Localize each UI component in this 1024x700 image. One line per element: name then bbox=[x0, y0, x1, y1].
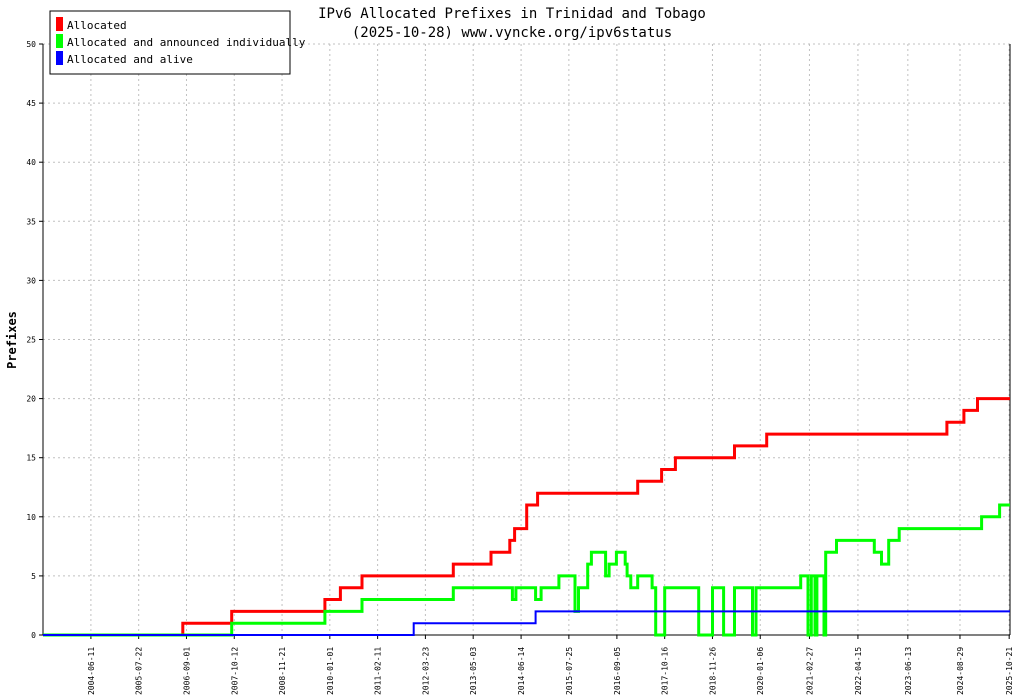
x-tick-label: 2014-06-14 bbox=[517, 647, 526, 695]
x-tick-label: 2007-10-12 bbox=[230, 647, 239, 695]
y-tick-label: 50 bbox=[26, 40, 36, 49]
x-tick-label: 2017-10-16 bbox=[661, 647, 670, 695]
legend-box bbox=[49, 10, 291, 75]
y-tick-label: 5 bbox=[31, 572, 36, 581]
series-line-alive bbox=[43, 610, 1010, 636]
legend: Allocated Allocated and announced indivi… bbox=[49, 10, 306, 75]
x-tick-label: 2018-11-26 bbox=[708, 647, 717, 695]
legend-swatch-announced bbox=[56, 34, 63, 48]
y-tick-label: 15 bbox=[26, 454, 36, 463]
x-tick-label: 2005-07-22 bbox=[135, 647, 144, 695]
legend-swatch-alive bbox=[56, 51, 63, 65]
legend-label-announced: Allocated and announced individually bbox=[67, 36, 306, 49]
chart-subtitle: (2025-10-28) www.vyncke.org/ipv6status bbox=[352, 25, 672, 41]
y-tick-label: 10 bbox=[26, 513, 36, 522]
y-tick-label: 30 bbox=[26, 276, 36, 285]
grid bbox=[43, 43, 1010, 635]
x-tick-label: 2011-02-11 bbox=[374, 647, 383, 695]
legend-label-alive: Allocated and alive bbox=[67, 53, 193, 66]
x-tick-label: 2020-01-06 bbox=[756, 647, 765, 695]
y-axis-label: Prefixes bbox=[5, 311, 19, 369]
x-ticks: 2004-06-11 2005-07-22 2006-09-01 2007-10-12… bbox=[87, 635, 1014, 695]
x-tick-label: 2016-09-05 bbox=[613, 647, 622, 695]
x-tick-label: 2021-02-27 bbox=[805, 647, 814, 695]
x-tick-label: 2022-04-15 bbox=[854, 647, 863, 695]
y-tick-label: 40 bbox=[26, 158, 36, 167]
series-line-allocated bbox=[43, 397, 1010, 637]
legend-label-allocated: Allocated bbox=[67, 19, 127, 32]
y-tick-label: 20 bbox=[26, 395, 36, 404]
x-tick-label: 2006-09-01 bbox=[182, 647, 191, 695]
x-tick-label: 2025-10-21 bbox=[1005, 647, 1014, 695]
series-lines bbox=[43, 397, 1010, 637]
y-ticks: 0 5 10 15 20 25 30 35 40 45 50 bbox=[26, 40, 43, 640]
chart-title: IPv6 Allocated Prefixes in Trinidad and … bbox=[318, 6, 706, 22]
x-tick-label: 2015-07-25 bbox=[565, 647, 574, 695]
y-tick-label: 45 bbox=[26, 99, 36, 108]
x-tick-label: 2012-03-23 bbox=[421, 647, 430, 695]
x-tick-label: 2024-08-29 bbox=[956, 647, 965, 695]
legend-swatch-allocated bbox=[56, 17, 63, 31]
y-tick-label: 0 bbox=[31, 631, 36, 640]
x-tick-label: 2013-05-03 bbox=[469, 647, 478, 695]
x-tick-label: 2010-01-01 bbox=[326, 647, 335, 695]
x-tick-label: 2004-06-11 bbox=[87, 647, 96, 695]
y-tick-label: 25 bbox=[26, 336, 36, 345]
x-tick-label: 2023-06-13 bbox=[904, 647, 913, 695]
y-tick-label: 35 bbox=[26, 217, 36, 226]
x-tick-label: 2008-11-21 bbox=[278, 647, 287, 695]
